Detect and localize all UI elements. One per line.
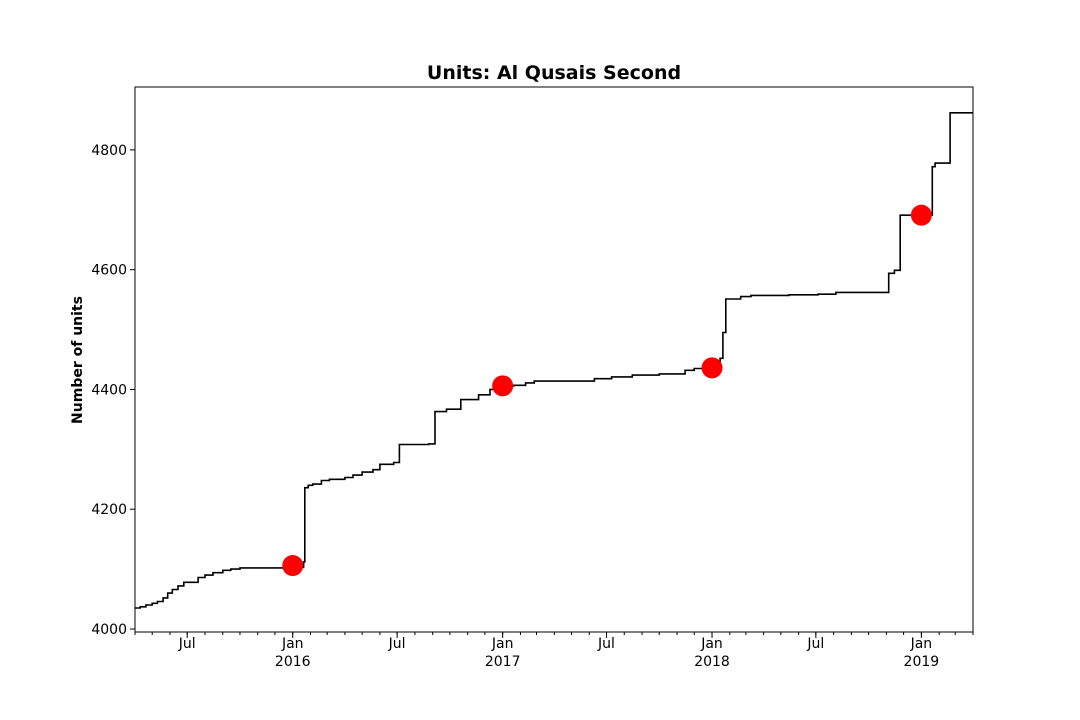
x-tick-label: Jul: [597, 636, 615, 652]
x-tick-year-label: 2018: [694, 654, 730, 670]
y-tick-label: 4800: [91, 143, 127, 159]
x-tick-label: Jul: [388, 636, 406, 652]
x-tick-year-label: 2019: [904, 654, 940, 670]
annual-marker: [282, 555, 304, 577]
units-line: [135, 112, 973, 609]
annual-marker: [492, 375, 514, 397]
annual-marker: [910, 204, 932, 226]
y-tick-label: 4200: [91, 502, 127, 518]
x-tick-label: Jan: [281, 636, 304, 652]
annual-marker: [701, 357, 723, 379]
plot-area: 4000 4200 4400 4600 4800 Jul Jan 2016 Jul Jan 2017…: [91, 112, 974, 670]
x-tick-label: Jan: [700, 636, 723, 652]
y-tick-label: 4400: [91, 382, 127, 398]
chart-title: Units: Al Qusais Second: [427, 62, 681, 84]
y-axis-label: Number of units: [70, 296, 86, 424]
x-tick-label: Jan: [910, 636, 933, 652]
x-tick-label: Jul: [806, 636, 824, 652]
x-tick-label: Jan: [491, 636, 514, 652]
plot-frame: [134, 86, 974, 633]
x-tick-label: Jul: [178, 636, 196, 652]
y-tick-label: 4600: [91, 263, 127, 279]
y-tick-label: 4000: [91, 622, 127, 638]
x-tick-year-label: 2016: [275, 654, 311, 670]
x-tick-year-label: 2017: [485, 654, 521, 670]
